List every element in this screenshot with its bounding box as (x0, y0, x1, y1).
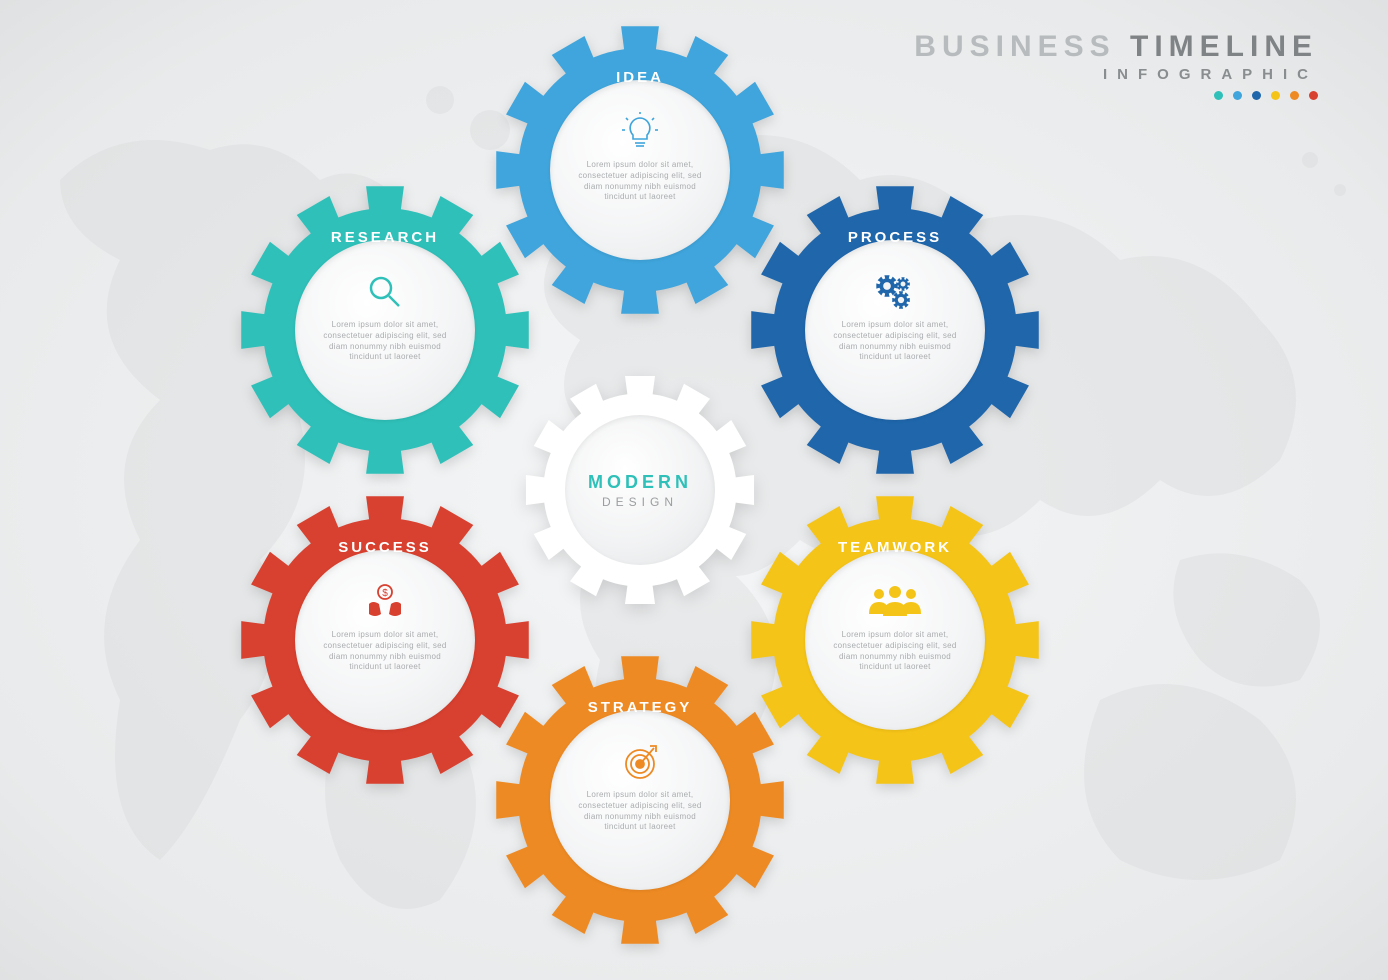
header-title: BUSINESS TIMELINE (914, 30, 1318, 64)
gear-label: IDEA (495, 69, 785, 86)
gear-inner: Lorem ipsum dolor sit amet, consectetuer… (550, 710, 730, 890)
header-legend-dots (914, 91, 1318, 100)
gear-research: RESEARCH Lorem ipsum dolor sit amet, con… (240, 185, 530, 475)
legend-dot (1214, 91, 1223, 100)
gear-inner: Lorem ipsum dolor sit amet, consectetuer… (550, 80, 730, 260)
gear-label: STRATEGY (495, 699, 785, 716)
gear-success: SUCCESS $ Lorem ipsum dolor sit amet, co… (240, 495, 530, 785)
target-icon (620, 742, 660, 782)
gear-idea: IDEA Lorem ipsum dolor sit amet, consect… (495, 25, 785, 315)
cogs-icon (873, 272, 917, 312)
header-title-word2: TIMELINE (1130, 30, 1318, 63)
gear-inner: Lorem ipsum dolor sit amet, consectetuer… (295, 240, 475, 420)
search-icon (365, 272, 405, 312)
svg-text:$: $ (382, 588, 388, 599)
gear-inner: Lorem ipsum dolor sit amet, consectetuer… (805, 550, 985, 730)
legend-dot (1233, 91, 1242, 100)
gear-label: TEAMWORK (750, 539, 1040, 556)
gear-label: PROCESS (750, 229, 1040, 246)
gear-label: SUCCESS (240, 539, 530, 556)
gear-inner: Lorem ipsum dolor sit amet, consectetuer… (805, 240, 985, 420)
lightbulb-icon (620, 112, 660, 152)
gear-description: Lorem ipsum dolor sit amet, consectetuer… (575, 790, 705, 833)
gear-description: Lorem ipsum dolor sit amet, consectetuer… (320, 320, 450, 363)
center-subtitle: DESIGN (602, 495, 678, 509)
header-title-word1: BUSINESS (914, 30, 1115, 63)
team-icon (867, 582, 923, 622)
gear-description: Lorem ipsum dolor sit amet, consectetuer… (830, 320, 960, 363)
gear-label: RESEARCH (240, 229, 530, 246)
money-icon: $ (363, 582, 407, 622)
gear-stage: MODERN DESIGN IDEA Lorem ipsum dolor sit… (0, 0, 1388, 980)
gear-inner: $ Lorem ipsum dolor sit amet, consectetu… (295, 550, 475, 730)
legend-dot (1290, 91, 1299, 100)
gear-description: Lorem ipsum dolor sit amet, consectetuer… (830, 630, 960, 673)
header-subtitle: INFOGRAPHIC (914, 66, 1318, 83)
gear-teamwork: TEAMWORK Lorem ipsum dolor sit amet, con… (750, 495, 1040, 785)
header: BUSINESS TIMELINE INFOGRAPHIC (914, 30, 1318, 100)
center-gear: MODERN DESIGN (525, 375, 755, 605)
legend-dot (1271, 91, 1280, 100)
gear-description: Lorem ipsum dolor sit amet, consectetuer… (575, 160, 705, 203)
gear-process: PROCESS Lorem ipsum dolor sit amet, cons… (750, 185, 1040, 475)
center-title: MODERN (588, 472, 692, 493)
center-inner: MODERN DESIGN (565, 415, 715, 565)
legend-dot (1309, 91, 1318, 100)
legend-dot (1252, 91, 1261, 100)
gear-description: Lorem ipsum dolor sit amet, consectetuer… (320, 630, 450, 673)
gear-strategy: STRATEGY Lorem ipsum dolor sit amet, con… (495, 655, 785, 945)
